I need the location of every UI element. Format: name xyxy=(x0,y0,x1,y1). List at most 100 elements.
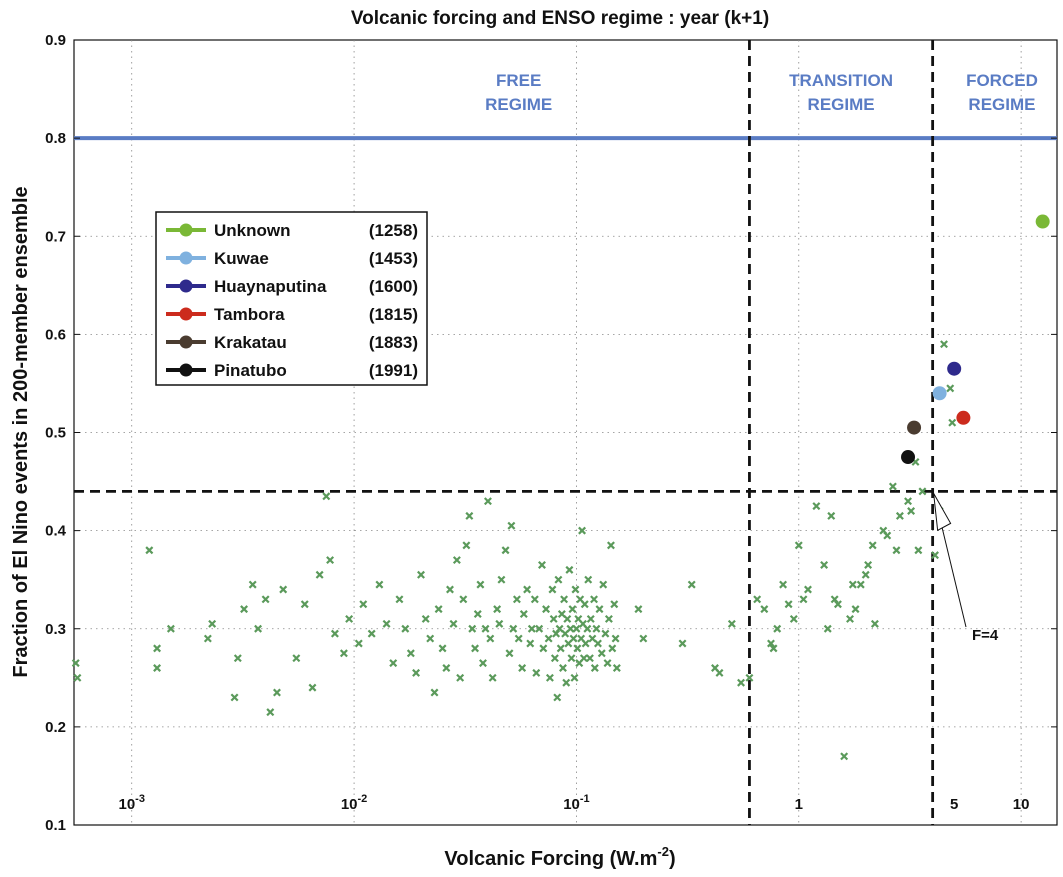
ensemble-point xyxy=(389,659,398,668)
ensemble-point xyxy=(330,629,339,638)
ensemble-point xyxy=(904,497,913,506)
ensemble-point xyxy=(892,546,901,555)
y-tick-label: 0.3 xyxy=(45,621,66,638)
ensemble-point xyxy=(608,644,617,653)
ensemble-point xyxy=(395,595,404,604)
ensemble-point xyxy=(501,546,510,555)
legend-marker-krakatau xyxy=(179,335,193,349)
ensemble-point xyxy=(266,708,275,717)
ensemble-point xyxy=(562,678,571,687)
ensemble-point xyxy=(918,487,927,496)
ensemble-point xyxy=(248,580,257,589)
ensemble-point xyxy=(545,673,554,682)
ensemble-point xyxy=(737,678,746,687)
ensemble-point xyxy=(583,624,592,633)
ensemble-point xyxy=(153,664,162,672)
ensemble-point xyxy=(544,634,553,643)
ensemble-point xyxy=(538,560,546,569)
ensemble-point xyxy=(476,580,485,589)
x-axis-label-close: ) xyxy=(669,848,676,870)
ensemble-point xyxy=(789,614,798,623)
ensemble-point xyxy=(354,639,363,648)
ensemble-point xyxy=(767,639,775,648)
ensemble-point xyxy=(803,585,812,594)
ensemble-point xyxy=(727,619,736,628)
ensemble-point xyxy=(308,683,317,692)
ensemble-point xyxy=(827,511,836,520)
ensemble-point xyxy=(479,659,487,668)
chart-title: Volcanic forcing and ENSO regime : year … xyxy=(351,8,769,29)
ensemble-point xyxy=(153,644,162,653)
ensemble-point xyxy=(639,634,648,643)
legend-marker-tambora xyxy=(179,307,193,321)
ensemble-point xyxy=(452,556,461,565)
ensemble-point xyxy=(434,605,443,614)
ensemble-point xyxy=(556,644,565,653)
ensemble-point xyxy=(509,624,518,633)
legend-year-tambora: (1815) xyxy=(369,305,418,324)
ensemble-point xyxy=(430,688,439,697)
ensemble-point xyxy=(868,541,877,550)
x-tick-label-base: 10 xyxy=(118,796,135,813)
ensemble-point xyxy=(823,624,832,633)
legend-year-unknown: (1258) xyxy=(369,221,418,240)
ensemble-point xyxy=(907,507,916,515)
annotation-f4: F=4 xyxy=(933,493,999,644)
ensemble-point xyxy=(612,664,621,672)
ensemble-point xyxy=(604,614,613,623)
ensemble-point xyxy=(895,511,904,520)
legend-marker-unknown xyxy=(179,223,193,237)
volcano-markers xyxy=(901,214,1050,465)
ensemble-point xyxy=(715,668,724,677)
ensemble-point xyxy=(940,340,948,349)
ensemble-point xyxy=(442,664,451,672)
ensemble-point xyxy=(593,639,602,648)
ensemble-point xyxy=(512,595,521,604)
ensemble-point xyxy=(465,511,474,520)
ensemble-point xyxy=(421,614,430,623)
ensemble-point xyxy=(570,673,579,682)
ensemble-point xyxy=(203,634,212,643)
ensemble-point xyxy=(812,502,821,511)
ensemble-point xyxy=(279,585,288,594)
ensemble-point xyxy=(769,644,778,653)
volcano-point-krakatau xyxy=(907,420,922,435)
ensemble-point xyxy=(462,541,471,550)
y-axis-label: Fraction of El Nino events in 200-member… xyxy=(10,186,32,677)
ensemble-point xyxy=(603,659,612,668)
ensemble-point xyxy=(846,614,854,623)
ensemble-point xyxy=(687,580,696,589)
ensemble-point xyxy=(527,624,536,633)
annotation-arrow-head xyxy=(933,493,952,532)
ensemble-point xyxy=(507,521,516,530)
ensemble-point xyxy=(597,649,606,658)
ensemble-point xyxy=(861,570,870,579)
ensemble-point xyxy=(579,654,588,663)
x-tick-label-base: 10 xyxy=(341,796,358,813)
ensemble-point xyxy=(553,693,562,702)
ensemble-point xyxy=(558,664,567,672)
ensemble-point xyxy=(563,614,572,623)
legend-box xyxy=(155,211,428,386)
legend-items: Unknown (1258) Kuwae (1453) Huaynaputina (160… xyxy=(166,221,418,380)
annotation-label: F=4 xyxy=(972,627,999,644)
ensemble-point xyxy=(359,600,368,609)
regime-label-line2: REGIME xyxy=(968,95,1035,114)
ensemble-point xyxy=(584,575,593,584)
ensemble-point xyxy=(634,605,643,614)
x-tick-label-exponent: -2 xyxy=(358,793,368,805)
ensemble-point xyxy=(550,654,559,663)
x-tick-label-base: 10 xyxy=(563,796,580,813)
plot-area: FREE REGIME TRANSITION REGIME FORCED REGIME F… xyxy=(71,39,1058,826)
ensemble-point xyxy=(471,644,480,653)
regime-label-line1: FORCED xyxy=(966,71,1038,90)
legend-marker-huaynaputina xyxy=(179,279,193,293)
ensemble-point xyxy=(794,541,803,550)
legend-marker-pinatubo xyxy=(179,363,193,377)
ensemble-point xyxy=(71,659,80,668)
ensemble-point xyxy=(495,619,504,628)
ensemble-point xyxy=(73,673,82,682)
ensemble-point xyxy=(230,693,239,702)
ensemble-point xyxy=(530,595,539,604)
y-tick-label: 0.4 xyxy=(45,523,67,540)
